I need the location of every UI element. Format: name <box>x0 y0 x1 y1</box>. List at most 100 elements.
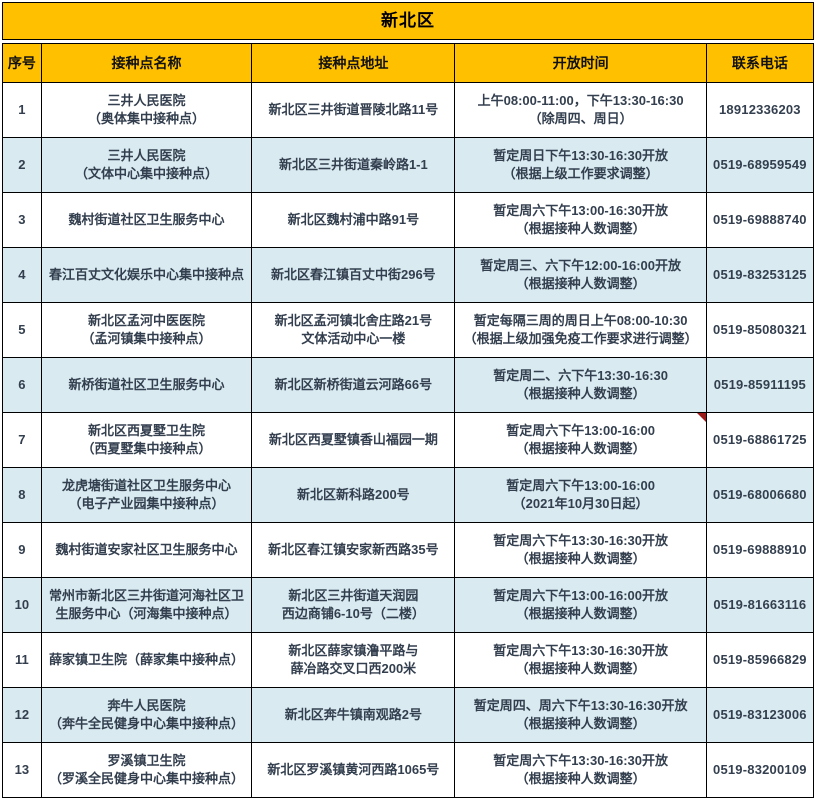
row-number-cell: 9 <box>2 522 42 578</box>
row-number: 11 <box>15 652 29 668</box>
table-body: 1 三井人民医院 （奥体集中接种点） 新北区三井街道晋陵北路11号 上午08:0… <box>2 82 815 798</box>
table-row: 12 奔牛人民医院 （奔牛全民健身中心集中接种点） 新北区奔牛镇南观路2号 暂定… <box>2 687 815 743</box>
site-address: 新北区三井街道晋陵北路11号 <box>268 102 439 118</box>
header-site-address: 接种点地址 <box>251 43 456 83</box>
site-address-cell: 新北区薛家镇澛平路与 薛冶路交叉口西200米 <box>251 632 456 688</box>
opening-hours: 暂定周六下午13:00-16:00 （2021年10月30日起） <box>506 478 656 511</box>
contact-phone: 0519-85080321 <box>713 322 807 338</box>
row-number-cell: 13 <box>2 742 42 798</box>
site-address: 新北区三井街道秦岭路1-1 <box>278 157 428 173</box>
contact-phone-cell: 0519-69888910 <box>705 522 815 578</box>
contact-phone: 0519-83253125 <box>713 267 807 283</box>
site-name: 魏村街道安家社区卫生服务中心 <box>55 542 238 558</box>
opening-hours: 暂定周六下午13:00-16:00 （根据接种人数调整） <box>506 423 656 456</box>
opening-hours-cell: 暂定周六下午13:00-16:30开放 （根据接种人数调整） <box>454 192 707 248</box>
row-number: 9 <box>18 542 26 558</box>
opening-hours-cell: 暂定周日下午13:30-16:30开放 （根据上级工作要求调整） <box>454 137 707 193</box>
opening-hours-cell: 暂定周六下午13:00-16:00 （根据接种人数调整） <box>454 412 707 468</box>
row-number-cell: 8 <box>2 467 42 523</box>
site-address: 新北区新科路200号 <box>296 487 410 503</box>
site-name: 新桥街道社区卫生服务中心 <box>68 377 225 393</box>
opening-hours-cell: 暂定周四、周六下午13:30-16:30开放 （根据接种人数调整） <box>454 687 707 743</box>
site-name-cell: 三井人民医院 （文体中心集中接种点） <box>40 137 253 193</box>
opening-hours-cell: 暂定周三、六下午12:00-16:00开放 （根据接种人数调整） <box>454 247 707 303</box>
contact-phone-cell: 0519-85966829 <box>705 632 815 688</box>
site-name: 龙虎塘街道社区卫生服务中心 （电子产业园集中接种点） <box>62 478 232 511</box>
site-name: 三井人民医院 （文体中心集中接种点） <box>75 148 219 181</box>
row-number-cell: 3 <box>2 192 42 248</box>
site-address: 新北区西夏墅镇香山福园一期 <box>268 432 438 448</box>
site-name-cell: 龙虎塘街道社区卫生服务中心 （电子产业园集中接种点） <box>40 467 253 523</box>
row-number-cell: 2 <box>2 137 42 193</box>
contact-phone-cell: 0519-83123006 <box>705 687 815 743</box>
opening-hours: 暂定周六下午13:00-16:00开放 （根据接种人数调整） <box>493 588 669 621</box>
opening-hours: 暂定周三、六下午12:00-16:00开放 （根据接种人数调整） <box>480 258 682 291</box>
row-number: 7 <box>18 432 26 448</box>
opening-hours: 暂定周日下午13:30-16:30开放 （根据上级工作要求调整） <box>493 148 669 181</box>
site-address-cell: 新北区三井街道晋陵北路11号 <box>251 82 456 138</box>
table-row: 2 三井人民医院 （文体中心集中接种点） 新北区三井街道秦岭路1-1 暂定周日下… <box>2 137 815 193</box>
site-name: 新北区孟河中医医院 （孟河镇集中接种点） <box>81 313 212 346</box>
site-address: 新北区魏村浦中路91号 <box>287 212 420 228</box>
contact-phone: 0519-83123006 <box>713 707 807 723</box>
site-name-cell: 常州市新北区三井街道河海社区卫生服务中心（河海集中接种点） <box>40 577 253 633</box>
row-number: 13 <box>14 762 30 778</box>
header-site-name: 接种点名称 <box>40 43 253 83</box>
site-name: 魏村街道社区卫生服务中心 <box>68 212 225 228</box>
site-address: 新北区三井街道天润园 西边商铺6-10号（二楼） <box>281 588 425 621</box>
site-address-cell: 新北区新桥街道云河路66号 <box>251 357 456 413</box>
site-address: 新北区薛家镇澛平路与 薛冶路交叉口西200米 <box>288 643 419 676</box>
contact-phone-cell: 0519-85080321 <box>705 302 815 358</box>
site-name-cell: 新桥街道社区卫生服务中心 <box>40 357 253 413</box>
header-contact-phone: 联系电话 <box>705 43 815 83</box>
site-address-cell: 新北区罗溪镇黄河西路1065号 <box>251 742 456 798</box>
row-number-cell: 11 <box>2 632 42 688</box>
site-address: 新北区新桥街道云河路66号 <box>274 377 433 393</box>
opening-hours: 暂定周六下午13:30-16:30开放 （根据接种人数调整） <box>493 533 669 566</box>
row-number: 1 <box>18 102 26 118</box>
contact-phone-cell: 0519-85911195 <box>705 357 815 413</box>
opening-hours-cell: 上午08:00-11:00，下午13:30-16:30 （除周四、周日） <box>454 82 707 138</box>
site-address: 新北区春江镇百丈中街296号 <box>270 267 436 283</box>
site-name: 罗溪镇卫生院 （罗溪全民健身中心集中接种点） <box>49 753 245 786</box>
table-row: 5 新北区孟河中医医院 （孟河镇集中接种点） 新北区孟河镇北舍庄路21号 文体活… <box>2 302 815 358</box>
table-row: 13 罗溪镇卫生院 （罗溪全民健身中心集中接种点） 新北区罗溪镇黄河西路1065… <box>2 742 815 798</box>
header-opening-hours: 开放时间 <box>454 43 707 83</box>
site-name-cell: 奔牛人民医院 （奔牛全民健身中心集中接种点） <box>40 687 253 743</box>
contact-phone-cell: 0519-83200109 <box>705 742 815 798</box>
table-row: 9 魏村街道安家社区卫生服务中心 新北区春江镇安家新西路35号 暂定周六下午13… <box>2 522 815 578</box>
site-address-cell: 新北区西夏墅镇香山福园一期 <box>251 412 456 468</box>
site-name: 春江百丈文化娱乐中心集中接种点 <box>49 267 245 283</box>
table-row: 7 新北区西夏墅卫生院 （西夏墅集中接种点） 新北区西夏墅镇香山福园一期 暂定周… <box>2 412 815 468</box>
opening-hours-cell: 暂定周六下午13:30-16:30开放 （根据接种人数调整） <box>454 522 707 578</box>
header-serial-number: 序号 <box>2 43 42 83</box>
site-name-cell: 罗溪镇卫生院 （罗溪全民健身中心集中接种点） <box>40 742 253 798</box>
site-name-cell: 魏村街道社区卫生服务中心 <box>40 192 253 248</box>
contact-phone-cell: 0519-81663116 <box>705 577 815 633</box>
contact-phone: 0519-69888910 <box>713 542 807 558</box>
comment-marker-icon <box>696 413 706 422</box>
row-number: 6 <box>18 377 26 393</box>
contact-phone: 0519-85966829 <box>713 652 807 668</box>
site-name: 常州市新北区三井街道河海社区卫生服务中心（河海集中接种点） <box>49 588 245 621</box>
site-name: 薛家镇卫生院（薛家集中接种点） <box>49 652 245 668</box>
site-address: 新北区奔牛镇南观路2号 <box>284 707 422 723</box>
contact-phone: 0519-81663116 <box>713 597 807 613</box>
site-address-cell: 新北区春江镇百丈中街296号 <box>251 247 456 303</box>
table-row: 8 龙虎塘街道社区卫生服务中心 （电子产业园集中接种点） 新北区新科路200号 … <box>2 467 815 523</box>
contact-phone-cell: 0519-83253125 <box>705 247 815 303</box>
row-number-cell: 4 <box>2 247 42 303</box>
contact-phone-cell: 0519-68861725 <box>705 412 815 468</box>
site-address: 新北区孟河镇北舍庄路21号 文体活动中心一楼 <box>274 313 433 346</box>
row-number-cell: 6 <box>2 357 42 413</box>
site-address-cell: 新北区孟河镇北舍庄路21号 文体活动中心一楼 <box>251 302 456 358</box>
table-row: 4 春江百丈文化娱乐中心集中接种点 新北区春江镇百丈中街296号 暂定周三、六下… <box>2 247 815 303</box>
row-number-cell: 5 <box>2 302 42 358</box>
site-address-cell: 新北区魏村浦中路91号 <box>251 192 456 248</box>
row-number-cell: 10 <box>2 577 42 633</box>
table-header: 序号 接种点名称 接种点地址 开放时间 联系电话 <box>2 43 815 83</box>
row-number: 5 <box>18 322 26 338</box>
contact-phone-cell: 18912336203 <box>705 82 815 138</box>
row-number: 10 <box>14 597 30 613</box>
contact-phone: 0519-68861725 <box>713 432 807 448</box>
